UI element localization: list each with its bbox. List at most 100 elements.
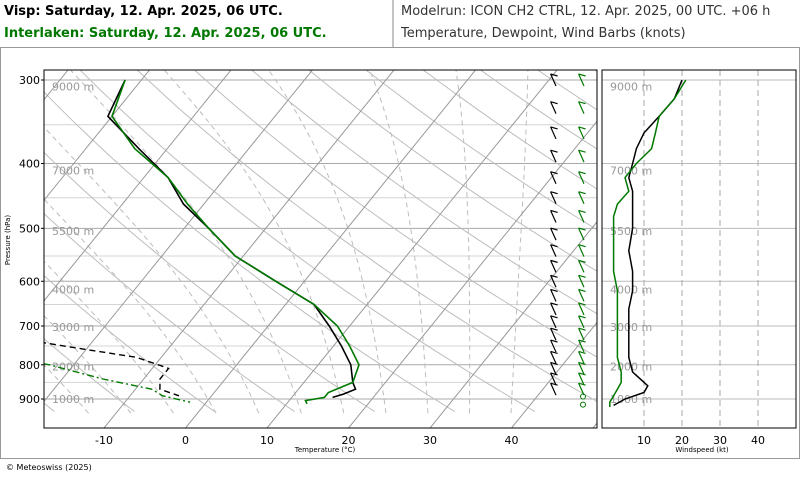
barb-interlaken — [578, 274, 586, 288]
barb-interlaken — [578, 209, 586, 223]
wind-height-label: 3000 m — [610, 321, 652, 334]
skew-grid — [44, 70, 597, 428]
barb-staff — [578, 339, 585, 353]
dry-adiabat — [423, 70, 597, 190]
barb-staff — [578, 289, 585, 302]
barb-interlaken — [578, 73, 586, 87]
barb-staff — [550, 171, 557, 184]
barb-staff — [550, 382, 557, 396]
dry-adiabat — [79, 70, 536, 413]
barb-visp — [550, 227, 558, 241]
dry-adiabat — [194, 70, 597, 358]
barb-staff — [550, 362, 557, 375]
barb-staff — [578, 210, 585, 223]
barb-flag — [550, 191, 558, 195]
barb-flag — [550, 244, 558, 248]
height-label: 7000 m — [52, 165, 94, 178]
barb-staff — [578, 171, 585, 184]
barb-flag — [578, 302, 586, 306]
dry-adiabat — [251, 70, 597, 315]
barb-interlaken — [578, 327, 586, 341]
barb-staff — [550, 260, 557, 273]
barb-staff — [550, 339, 557, 353]
wind-x-tick-label: 30 — [713, 434, 727, 447]
barb-visp — [550, 259, 558, 273]
wind-series-interlaken — [609, 79, 687, 407]
barb-staff — [550, 315, 557, 329]
wind-height-label: 4000 m — [610, 283, 652, 296]
barb-staff — [578, 101, 585, 114]
barb-flag — [550, 73, 558, 77]
barb-staff — [550, 289, 557, 302]
barb-flag — [550, 259, 558, 263]
barb-flag — [550, 209, 558, 214]
barb-staff — [578, 73, 585, 87]
barb-staff — [578, 302, 585, 316]
barb-staff — [550, 227, 557, 241]
wind-height-label: 9000 m — [610, 81, 652, 94]
barb-flag — [578, 372, 586, 376]
barb-interlaken — [578, 244, 586, 257]
height-label: 5500 m — [52, 225, 94, 238]
y-axis-label: Pressure (hPa) — [4, 215, 12, 265]
barb-staff — [578, 191, 585, 204]
barb-staff — [550, 73, 557, 87]
header-model-run: Modelrun: ICON CH2 CTRL, 12. Apr. 2025, … — [401, 4, 770, 19]
barb-flag — [578, 244, 586, 248]
barb-visp — [550, 244, 558, 257]
moist-adiabat — [44, 126, 260, 414]
barb-interlaken — [578, 315, 586, 329]
y-tick-label: 700 — [19, 320, 40, 333]
barb-visp — [550, 101, 558, 114]
height-label: 1000 m — [52, 393, 94, 406]
height-label: 4000 m — [52, 283, 94, 296]
barb-interlaken — [578, 361, 586, 375]
barb-flag — [578, 171, 586, 175]
x-axis-label: Temperature (°C) — [294, 446, 356, 454]
header-line1: Visp: Saturday, 12. Apr. 2025, 06 UTC. — [4, 4, 283, 19]
wind-series — [609, 79, 687, 407]
isotherm — [429, 221, 597, 428]
barb-flag — [578, 350, 586, 355]
barb-flag — [578, 149, 586, 153]
x-tick-label: 0 — [182, 434, 189, 447]
barb-visp — [550, 171, 558, 184]
x-tick-label: 20 — [342, 434, 356, 447]
isotherm — [103, 70, 395, 428]
isotherm — [44, 70, 151, 202]
barb-visp — [550, 361, 558, 375]
barb-visp — [550, 382, 558, 396]
barb-flag — [550, 361, 558, 365]
series-visp-dewpoint — [44, 342, 180, 397]
moist-adiabat — [44, 260, 174, 414]
wind-height-label: 5500 m — [610, 225, 652, 238]
barb-flag — [578, 288, 586, 293]
barb-flag — [550, 315, 558, 319]
skew-series — [44, 79, 360, 405]
barb-staff — [550, 210, 557, 223]
isotherm — [266, 70, 558, 428]
barb-flag — [578, 73, 586, 77]
barb-staff — [578, 227, 585, 241]
calm-circle — [580, 401, 586, 408]
wind-x-axis-label: Windspeed (kt) — [675, 446, 728, 454]
barb-visp — [550, 327, 558, 341]
y-tick-label: 600 — [19, 275, 40, 288]
barb-visp — [550, 372, 558, 386]
barb-interlaken — [578, 382, 586, 396]
barb-interlaken — [578, 149, 586, 163]
barb-flag — [550, 327, 558, 331]
barb-flag — [550, 101, 558, 105]
barb-staff — [578, 382, 585, 396]
barb-flag — [578, 101, 586, 105]
barb-interlaken — [578, 302, 586, 316]
wind-barbs — [550, 73, 586, 408]
barb-flag — [550, 126, 558, 130]
barb-visp — [550, 274, 558, 288]
barb-interlaken — [578, 372, 586, 386]
barb-visp — [550, 149, 558, 163]
barb-flag — [550, 372, 558, 376]
barb-staff — [550, 351, 557, 364]
moist-adiabat — [455, 70, 471, 414]
